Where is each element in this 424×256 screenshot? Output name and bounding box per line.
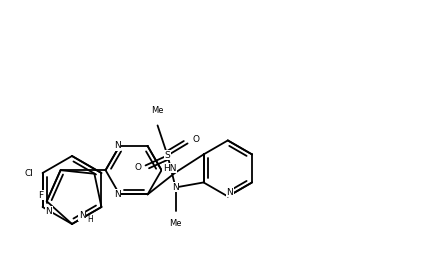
Text: F: F [38, 190, 43, 199]
Text: S: S [165, 151, 170, 160]
Text: O: O [192, 135, 199, 144]
Text: N: N [114, 142, 121, 151]
Text: N: N [114, 190, 121, 199]
Text: N: N [226, 188, 233, 197]
Text: O: O [134, 163, 141, 172]
Text: Cl: Cl [24, 168, 33, 177]
Text: N: N [45, 207, 52, 216]
Text: N: N [172, 183, 179, 192]
Text: HN: HN [163, 164, 176, 173]
Text: N: N [78, 211, 85, 220]
Text: Me: Me [151, 106, 164, 115]
Text: H: H [87, 215, 93, 223]
Text: Me: Me [169, 219, 182, 228]
